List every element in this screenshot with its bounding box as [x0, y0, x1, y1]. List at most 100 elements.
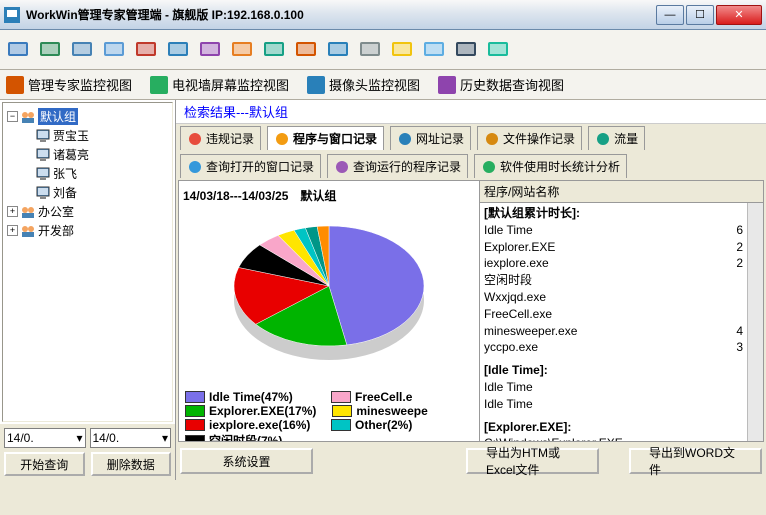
list-row[interactable]: 空闲时段	[484, 272, 743, 289]
scrollbar[interactable]	[747, 203, 763, 441]
list-row[interactable]: Idle Time	[484, 396, 743, 413]
tab-fileop-label: 文件操作记录	[503, 130, 575, 147]
tab-flow-label: 流量	[614, 130, 638, 147]
legend-item: Explorer.EXE(17%)	[185, 404, 316, 418]
delete-data-button[interactable]: 删除数据	[91, 452, 172, 476]
tab-usage[interactable]: 软件使用时长统计分析	[474, 154, 627, 178]
pie-chart	[219, 206, 439, 386]
camera-icon[interactable]	[166, 38, 190, 62]
legend-item: 空闲时段(7%)	[185, 432, 315, 442]
tab-camera[interactable]: 摄像头监控视图	[307, 75, 420, 94]
system-settings-button[interactable]: 系统设置	[180, 448, 313, 474]
list-row[interactable]: minesweeper.exe4	[484, 323, 743, 340]
date-to[interactable]: 14/0.▾	[90, 428, 172, 448]
tab-progwin[interactable]: 程序与窗口记录	[267, 126, 384, 150]
tree-group[interactable]: + 开发部	[7, 221, 168, 240]
tab-openwin-label: 查询打开的窗口记录	[206, 158, 314, 175]
tab-fileop[interactable]: 文件操作记录	[477, 126, 582, 150]
chat-icon[interactable]	[326, 38, 350, 62]
group-icon	[20, 223, 36, 239]
tab-history-icon	[438, 76, 456, 94]
lock-icon[interactable]	[358, 38, 382, 62]
list-header[interactable]: 程序/网站名称	[480, 181, 763, 203]
screens-icon[interactable]	[70, 38, 94, 62]
main-toolbar	[0, 30, 766, 70]
list-row[interactable]: C:\Windows\Explorer.EXE	[484, 435, 743, 441]
tab-usage-icon	[481, 159, 497, 175]
legend-item: FreeCell.e	[331, 390, 461, 404]
record-tabs-row2: 查询打开的窗口记录 查询运行的程序记录 软件使用时长统计分析	[176, 152, 766, 180]
tab-runprog[interactable]: 查询运行的程序记录	[327, 154, 468, 178]
tab-usage-label: 软件使用时长统计分析	[500, 158, 620, 175]
record-icon[interactable]	[134, 38, 158, 62]
expander-icon[interactable]: +	[7, 206, 18, 217]
tree-member-label: 诸葛亮	[53, 146, 89, 163]
list-row[interactable]: FreeCell.exe	[484, 306, 743, 323]
tab-tvwall[interactable]: 电视墙屏幕监控视图	[150, 75, 289, 94]
program-list: 程序/网站名称 [默认组累计时长]:Idle Time6Explorer.EXE…	[479, 181, 763, 441]
tree-root[interactable]: − 默认组	[7, 107, 168, 126]
tab-url-label: 网址记录	[416, 130, 464, 147]
list-row[interactable]: yccpo.exe3	[484, 339, 743, 356]
tab-progwin-label: 程序与窗口记录	[293, 130, 377, 147]
mail-icon[interactable]	[294, 38, 318, 62]
export-word-button[interactable]: 导出到WORD文件	[629, 448, 762, 474]
tree-member[interactable]: 刘备	[35, 183, 168, 202]
computer-icon	[35, 166, 51, 182]
list-row[interactable]: Idle Time6	[484, 222, 743, 239]
list-header-name: 程序/网站名称	[484, 183, 559, 200]
minimize-button[interactable]: —	[656, 5, 684, 25]
tree-member-label: 张飞	[53, 165, 77, 182]
tab-history-label: 历史数据查询视图	[460, 75, 564, 94]
right-pane: 检索结果---默认组 违规记录 程序与窗口记录 网址记录 文件操作记录 流量 查…	[176, 100, 766, 480]
tree-group-label: 开发部	[38, 222, 74, 239]
tab-flow[interactable]: 流量	[588, 126, 645, 150]
list-row[interactable]: Wxxjqd.exe	[484, 289, 743, 306]
list-group-title: [Idle Time]:	[484, 362, 743, 379]
export-html-button[interactable]: 导出为HTM或Excel文件	[466, 448, 599, 474]
tab-openwin[interactable]: 查询打开的窗口记录	[180, 154, 321, 178]
tab-history[interactable]: 历史数据查询视图	[438, 75, 564, 94]
close-button[interactable]: ✕	[716, 5, 762, 25]
view-tabs: 管理专家监控视图 电视墙屏幕监控视图 摄像头监控视图 历史数据查询视图	[0, 70, 766, 100]
wall-icon[interactable]	[262, 38, 286, 62]
laptop-icon[interactable]	[454, 38, 478, 62]
tab-url-icon	[397, 131, 413, 147]
list-row[interactable]: iexplore.exe2	[484, 255, 743, 272]
list-body[interactable]: [默认组累计时长]:Idle Time6Explorer.EXE2iexplor…	[480, 203, 747, 441]
legend-item: Other(2%)	[331, 418, 461, 432]
list-row[interactable]: Idle Time	[484, 379, 743, 396]
maximize-button[interactable]: ☐	[686, 5, 714, 25]
tv-icon[interactable]	[230, 38, 254, 62]
tab-tvwall-icon	[150, 76, 168, 94]
tree-member[interactable]: 诸葛亮	[35, 145, 168, 164]
tab-tvwall-label: 电视墙屏幕监控视图	[172, 75, 289, 94]
legend-item: Idle Time(47%)	[185, 390, 315, 404]
tab-violation[interactable]: 违规记录	[180, 126, 261, 150]
list-icon[interactable]	[102, 38, 126, 62]
group-icon[interactable]	[198, 38, 222, 62]
legend-item: minesweepe	[332, 404, 462, 418]
monitor-icon[interactable]	[6, 38, 30, 62]
titlebar: WorkWin管理专家管理端 - 旗舰版 IP:192.168.0.100 — …	[0, 0, 766, 30]
note-icon[interactable]	[390, 38, 414, 62]
tab-violation-icon	[187, 131, 203, 147]
group-tree[interactable]: − 默认组 贾宝玉 诸葛亮 张飞 刘备 + 办公室 + 开发部	[2, 102, 173, 422]
list-row[interactable]: Explorer.EXE2	[484, 239, 743, 256]
globe-icon[interactable]	[38, 38, 62, 62]
tab-camera-label: 摄像头监控视图	[329, 75, 420, 94]
db-icon[interactable]	[486, 38, 510, 62]
tree-member[interactable]: 贾宝玉	[35, 126, 168, 145]
tree-group[interactable]: + 办公室	[7, 202, 168, 221]
tree-member[interactable]: 张飞	[35, 164, 168, 183]
tab-manage[interactable]: 管理专家监控视图	[6, 75, 132, 94]
tab-url[interactable]: 网址记录	[390, 126, 471, 150]
app-icon	[4, 7, 20, 23]
user-icon[interactable]	[422, 38, 446, 62]
expander-icon[interactable]: −	[7, 111, 18, 122]
chart-column: 14/03/18---14/03/25 默认组 Idle Time(47%)Fr…	[179, 181, 479, 441]
computer-icon	[35, 185, 51, 201]
start-query-button[interactable]: 开始查询	[4, 452, 85, 476]
expander-icon[interactable]: +	[7, 225, 18, 236]
date-from[interactable]: 14/0.▾	[4, 428, 86, 448]
